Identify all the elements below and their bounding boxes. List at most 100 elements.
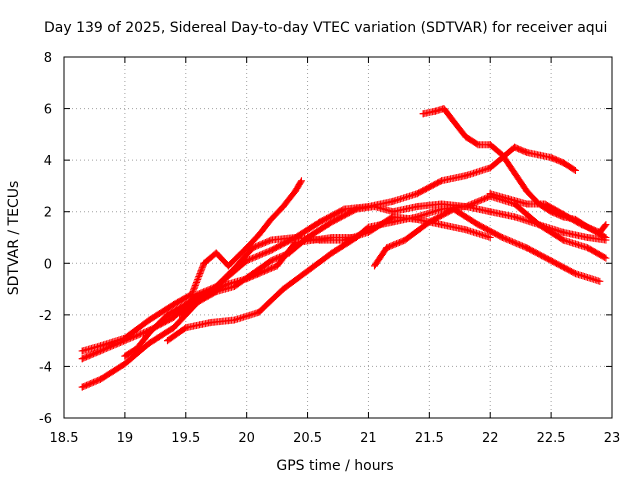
data-point (249, 244, 257, 252)
data-point (371, 262, 379, 270)
data-point-run (535, 151, 554, 161)
data-point (547, 154, 555, 162)
data-point (523, 200, 531, 208)
data-point (200, 259, 208, 267)
data-point (224, 280, 232, 288)
data-point (440, 105, 448, 113)
data-point-run (438, 172, 468, 185)
data-point (474, 221, 482, 229)
data-point (243, 275, 251, 283)
data-point (164, 337, 172, 345)
data-point-run (389, 203, 420, 216)
data-point (584, 244, 592, 252)
data-point (121, 352, 129, 360)
x-tick-label: 18.5 (50, 431, 79, 446)
data-point (212, 249, 220, 257)
x-tick-label: 22.5 (537, 431, 566, 446)
data-point (206, 319, 214, 327)
data-point (602, 254, 610, 262)
data-point (559, 210, 567, 218)
data-point (297, 177, 305, 185)
data-point (462, 226, 470, 234)
y-tick-label: -4 (39, 360, 52, 375)
data-point (188, 290, 196, 298)
data-point (523, 187, 531, 195)
data-point (438, 177, 446, 185)
data-point (498, 234, 506, 241)
series-s6 (121, 234, 360, 360)
y-axis: -6 -4 -2 0 2 4 6 8 (39, 51, 612, 427)
data-point (450, 117, 458, 125)
data-point (462, 172, 470, 180)
series-s1 (78, 143, 579, 391)
data-point (559, 159, 567, 167)
data-point (170, 301, 178, 309)
x-tick-label: 20 (238, 431, 255, 446)
data-point-run (389, 190, 420, 205)
data-point (389, 218, 397, 226)
data-point (267, 236, 275, 244)
series-s8 (419, 105, 610, 241)
x-tick-label: 21 (360, 431, 377, 446)
x-axis: 18.5 19 19.5 20 20.5 21 21.5 22 22.5 23 (50, 57, 620, 446)
data-point (145, 316, 153, 324)
data-point (291, 239, 299, 247)
y-tick-label: 0 (44, 257, 52, 272)
data-point (364, 223, 372, 231)
data-point (383, 244, 391, 252)
data-point (310, 236, 318, 244)
series-s5 (176, 200, 610, 319)
y-axis-label: SDTVAR / TECUs (6, 181, 22, 296)
data-point (182, 324, 190, 332)
data-point-run (486, 208, 517, 220)
data-point (389, 208, 397, 216)
data-point (230, 264, 238, 272)
data-point (584, 234, 592, 241)
data-point-run (255, 286, 286, 316)
data-point (121, 360, 129, 368)
data-point (255, 270, 263, 278)
data-point (371, 203, 379, 211)
data-point (279, 285, 287, 293)
data-point (559, 228, 567, 236)
data-point (486, 141, 494, 149)
y-tick-label: -6 (39, 412, 52, 427)
data-point (340, 205, 348, 213)
data-point (547, 257, 555, 265)
data-point-run (438, 221, 468, 233)
data-point (511, 143, 519, 151)
data-point (438, 221, 446, 229)
y-tick-label: 2 (44, 206, 52, 221)
data-point (352, 234, 360, 241)
data-point (255, 308, 263, 316)
data-point (316, 218, 324, 226)
data-point (504, 195, 512, 203)
data-point (145, 339, 153, 347)
y-tick-label: 6 (44, 103, 52, 118)
data-point (462, 203, 470, 211)
data-point (486, 164, 494, 172)
data-point (486, 208, 494, 216)
series-s7 (371, 205, 604, 285)
data-point (462, 133, 470, 141)
data-point (413, 190, 421, 198)
data-point (389, 197, 397, 205)
data-point (596, 277, 604, 285)
data-point (170, 313, 178, 321)
data-point (602, 234, 610, 241)
data-point (486, 190, 494, 198)
x-axis-label: GPS time / hours (276, 458, 393, 474)
data-point (164, 311, 172, 319)
data-point-run (206, 316, 237, 327)
data-point (602, 221, 610, 229)
data-point (425, 218, 433, 226)
data-point (486, 234, 494, 241)
data-point (224, 262, 232, 270)
data-point (511, 169, 519, 177)
data-point (438, 200, 446, 208)
data-point (328, 249, 336, 257)
data-point (596, 228, 604, 236)
data-point (267, 215, 275, 223)
data-point (206, 288, 214, 296)
